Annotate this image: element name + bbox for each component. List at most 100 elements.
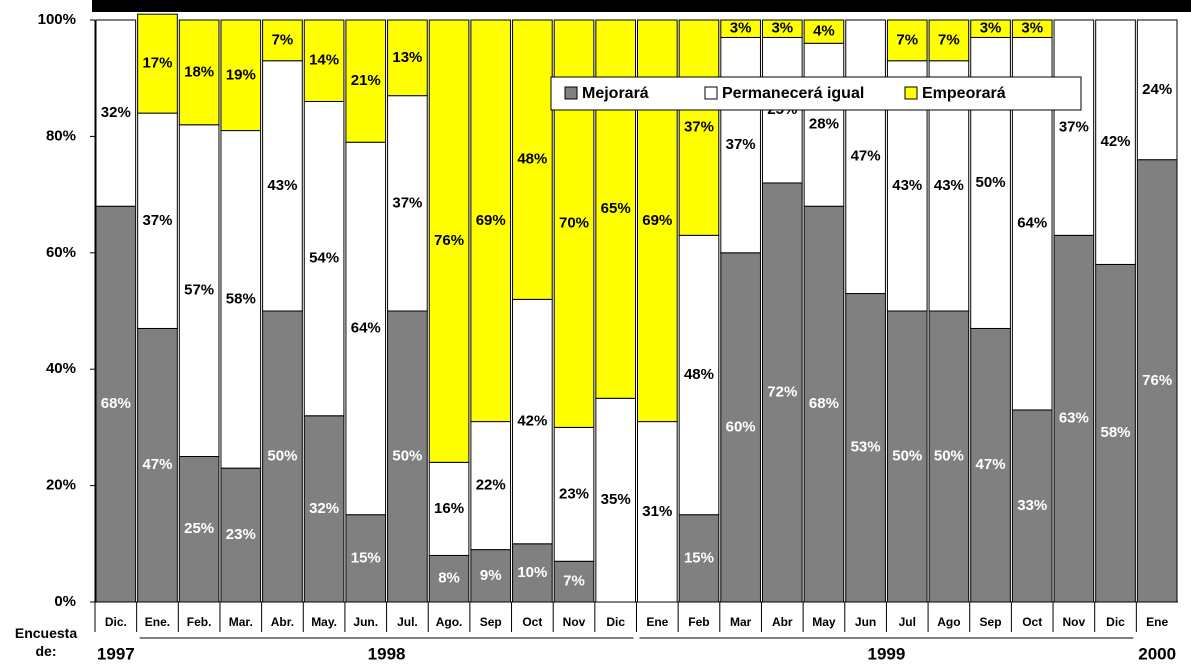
value-label: 48% [517,151,547,168]
bar-segment [470,19,512,423]
value-label: 70% [559,215,589,232]
x-tick-label: Ene [1146,615,1168,629]
value-label: 18% [184,63,214,80]
bar-segment [1136,159,1178,603]
value-label: 28% [809,116,839,133]
value-label: 13% [392,49,422,66]
bar-segment [1136,19,1178,161]
bar-segment [1053,234,1095,603]
bar-segment [886,19,928,62]
value-label: 43% [934,177,964,194]
bar-segment [178,19,220,126]
value-label: 7% [563,573,585,590]
bar-segment [428,461,470,556]
x-tick-label: Nov [563,615,586,629]
value-label: 60% [726,418,756,435]
value-label: 25% [184,520,214,537]
bar-segment [678,514,720,603]
value-label: 23% [559,485,589,502]
x-tick-label: Dic. [105,615,127,629]
value-label: 65% [601,200,631,217]
x-tick-label: Feb. [187,615,212,629]
value-label: 7% [896,31,918,48]
value-label: 43% [892,177,922,194]
value-label: 16% [434,500,464,517]
value-label: 64% [351,319,381,336]
value-label: 3% [771,20,793,37]
legend-label: Empeorará [922,85,1006,102]
value-label: 19% [226,66,256,83]
value-label: 21% [351,72,381,89]
value-label: 64% [1017,215,1047,232]
bar-segment [1095,19,1136,265]
bar-segment [678,234,720,516]
x-tick-label: Jul. [397,615,418,629]
bar-segment [637,421,678,603]
value-label: 50% [267,447,297,464]
bar-segment [1011,409,1053,603]
value-label: 35% [601,491,631,508]
x-tick-label: Oct [522,615,542,629]
x-group-label: 1999 [868,644,906,663]
value-label: 58% [1101,424,1131,441]
value-label: 24% [1142,81,1172,98]
value-label: 50% [892,447,922,464]
x-tick-label: Nov [1063,615,1086,629]
legend-label: Mejorará [582,85,649,102]
bar-segment [345,141,387,516]
value-label: 47% [976,456,1006,473]
x-tick-label: May [812,615,836,629]
bar-segment [470,421,512,551]
x-tick-label: Ago. [436,615,463,629]
bar-segment [387,19,428,97]
bar-segment [428,554,470,603]
x-tick-label: Jun. [353,615,378,629]
value-label: 15% [351,549,381,566]
value-label: 7% [272,31,294,48]
bar-segment [761,182,803,603]
bar-segment [1053,19,1095,236]
value-label: 69% [476,212,506,229]
value-label: 10% [517,564,547,581]
value-label: 76% [1142,372,1172,389]
y-tick-label: 60% [46,244,76,261]
value-label: 47% [851,148,881,165]
value-label: 31% [642,503,672,520]
value-label: 17% [142,55,172,72]
value-label: 58% [226,290,256,307]
value-label: 14% [309,52,339,69]
value-label: 69% [642,212,672,229]
legend-swatch [704,86,718,100]
bar-segment [512,298,553,545]
x-tick-label: Ago [937,615,960,629]
y-tick-label: 20% [46,477,76,494]
bar-segment [595,397,636,603]
value-label: 3% [1021,20,1043,37]
x-tick-label: Dic [606,615,625,629]
legend-swatch [564,86,578,100]
x-tick-label: Sep [980,615,1002,629]
bar-segment [720,36,761,254]
bar-segment [720,252,761,603]
bar-segment [345,19,387,143]
bar-segment [428,19,470,463]
value-label: 43% [267,177,297,194]
bar-segment [220,19,262,132]
x-tick-label: Mar. [229,615,253,629]
bar-segment [262,310,303,603]
value-label: 50% [392,447,422,464]
y-tick-label: 100% [38,11,76,28]
x-tick-label: Dic [1106,615,1125,629]
value-label: 32% [101,104,131,121]
bar-segment [845,19,886,295]
bar-segment [95,19,137,207]
value-label: 48% [684,366,714,383]
value-label: 47% [142,456,172,473]
value-label: 23% [226,526,256,543]
bar-segment [137,327,178,603]
bar-segment [262,19,303,62]
value-label: 63% [1059,410,1089,427]
value-label: 7% [938,31,960,48]
value-label: 37% [392,194,422,211]
